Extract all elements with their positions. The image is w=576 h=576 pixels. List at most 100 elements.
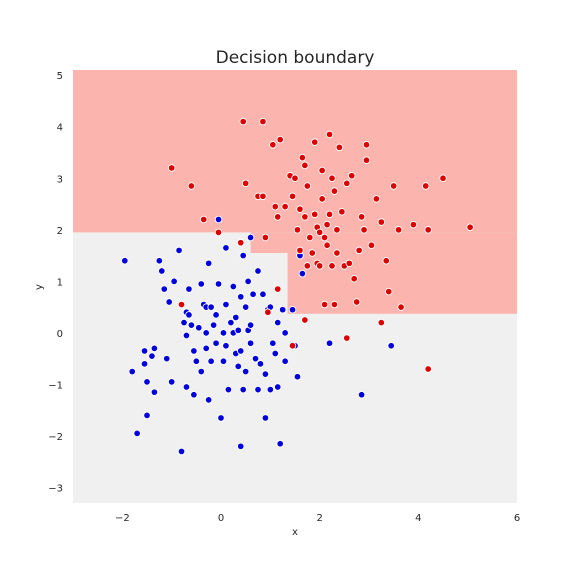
point-class-0-21 xyxy=(183,332,190,339)
point-class-1-27 xyxy=(307,234,314,241)
point-class-0-12 xyxy=(161,286,168,293)
point-class-1-38 xyxy=(321,234,328,241)
y-tick-label: 1 xyxy=(57,277,63,288)
point-class-0-90 xyxy=(289,306,296,313)
point-class-0-78 xyxy=(262,415,269,422)
point-class-0-88 xyxy=(282,358,289,365)
point-class-0-85 xyxy=(274,384,281,391)
point-class-1-13 xyxy=(274,214,281,221)
point-class-0-25 xyxy=(188,322,195,329)
point-class-1-8 xyxy=(260,118,267,125)
point-class-0-70 xyxy=(247,322,254,329)
point-class-1-14 xyxy=(277,136,284,143)
point-class-1-60 xyxy=(363,141,370,148)
point-class-1-47 xyxy=(334,250,341,257)
point-class-0-31 xyxy=(198,368,205,375)
point-class-1-73 xyxy=(440,175,447,182)
point-class-1-20 xyxy=(297,247,304,254)
x-tick-label: 2 xyxy=(316,513,322,524)
point-class-1-76 xyxy=(344,335,351,342)
point-class-1-53 xyxy=(346,260,353,267)
y-tick-label: −2 xyxy=(48,432,63,443)
point-class-1-80 xyxy=(265,309,272,316)
point-class-1-37 xyxy=(321,301,328,308)
y-axis-label: y xyxy=(34,284,45,290)
point-class-1-78 xyxy=(302,317,309,324)
point-class-0-49 xyxy=(223,301,230,308)
point-class-1-50 xyxy=(339,208,346,215)
point-class-1-79 xyxy=(289,342,296,349)
point-class-1-49 xyxy=(336,144,343,151)
point-class-0-74 xyxy=(255,268,262,275)
point-class-1-6 xyxy=(242,180,249,187)
point-class-0-57 xyxy=(235,327,242,334)
point-class-0-29 xyxy=(196,324,203,331)
point-class-0-84 xyxy=(274,319,281,326)
point-class-1-4 xyxy=(237,239,244,246)
point-class-1-21 xyxy=(297,206,304,213)
point-class-1-19 xyxy=(294,226,301,233)
point-class-1-29 xyxy=(311,139,318,146)
point-class-0-14 xyxy=(166,299,173,306)
point-class-1-44 xyxy=(329,175,336,182)
point-class-1-55 xyxy=(351,275,358,282)
point-class-0-61 xyxy=(237,443,244,450)
point-class-0-39 xyxy=(208,358,215,365)
point-class-0-16 xyxy=(171,278,178,285)
point-class-0-89 xyxy=(282,330,289,337)
point-class-0-1 xyxy=(129,368,136,375)
point-class-0-67 xyxy=(245,278,252,285)
point-class-0-30 xyxy=(198,281,205,288)
point-class-1-42 xyxy=(326,211,333,218)
point-class-0-97 xyxy=(388,342,395,349)
point-class-1-39 xyxy=(324,221,331,228)
point-class-1-43 xyxy=(329,263,336,270)
point-class-0-19 xyxy=(181,319,188,326)
point-class-0-28 xyxy=(193,358,200,365)
point-class-0-43 xyxy=(215,281,222,288)
point-class-0-41 xyxy=(213,312,220,319)
point-class-0-40 xyxy=(210,322,217,329)
point-class-0-9 xyxy=(151,389,158,396)
point-class-0-6 xyxy=(144,412,151,419)
point-class-1-72 xyxy=(422,183,429,190)
point-class-1-40 xyxy=(324,242,331,249)
y-tick-label: 5 xyxy=(57,71,63,82)
point-class-1-11 xyxy=(270,141,277,148)
y-tick-label: 2 xyxy=(57,226,63,237)
point-class-1-22 xyxy=(299,154,306,161)
point-class-1-25 xyxy=(304,263,311,270)
point-class-0-4 xyxy=(141,361,148,368)
point-class-1-64 xyxy=(378,219,385,226)
point-class-1-45 xyxy=(331,188,338,195)
point-class-0-63 xyxy=(240,386,247,393)
point-class-0-33 xyxy=(203,330,210,337)
point-class-0-87 xyxy=(279,306,286,313)
point-class-0-62 xyxy=(240,252,247,259)
point-class-0-60 xyxy=(237,294,244,301)
point-class-1-57 xyxy=(356,247,363,254)
point-class-0-10 xyxy=(156,257,163,264)
point-class-0-64 xyxy=(242,304,249,311)
point-class-0-46 xyxy=(220,358,227,365)
point-class-0-80 xyxy=(267,386,274,393)
point-class-0-71 xyxy=(250,291,257,298)
point-class-1-54 xyxy=(348,172,355,179)
point-class-0-83 xyxy=(272,350,279,357)
point-class-0-15 xyxy=(168,379,175,386)
point-class-1-67 xyxy=(390,183,397,190)
point-class-1-17 xyxy=(289,193,296,200)
point-class-0-92 xyxy=(294,373,301,380)
point-class-1-18 xyxy=(292,175,299,182)
y-tick-label: −3 xyxy=(48,484,63,495)
point-class-0-37 xyxy=(205,397,212,404)
point-class-0-5 xyxy=(144,379,151,386)
point-class-1-9 xyxy=(260,193,267,200)
point-class-1-66 xyxy=(385,288,392,295)
point-class-0-50 xyxy=(223,245,230,252)
point-class-0-47 xyxy=(220,330,227,337)
point-class-1-24 xyxy=(302,214,309,221)
point-class-1-5 xyxy=(240,118,247,125)
y-tick-label: 3 xyxy=(57,174,63,185)
